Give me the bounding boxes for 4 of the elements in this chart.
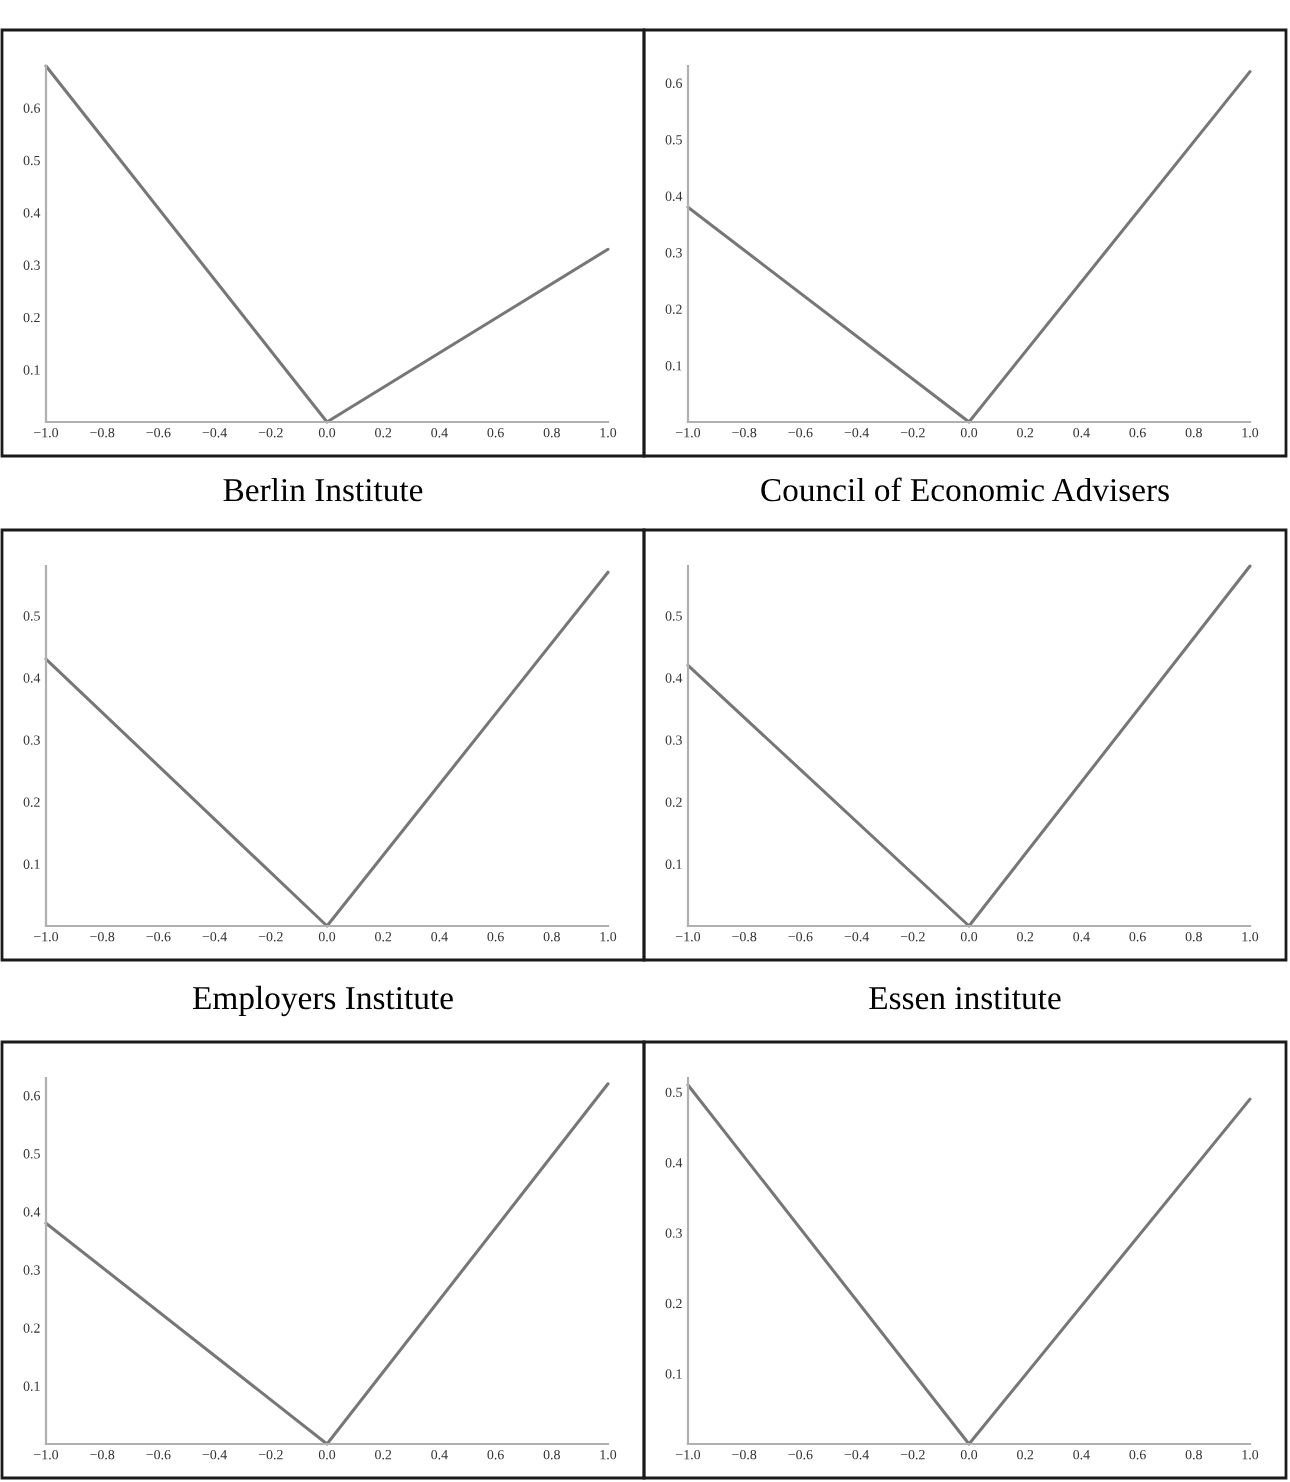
text: Essen institute	[869, 986, 1061, 1010]
text: Berlin Institute	[223, 477, 423, 502]
text: Employers Institute	[192, 985, 453, 1017]
text: Council of Economic Advisers	[761, 477, 1169, 502]
